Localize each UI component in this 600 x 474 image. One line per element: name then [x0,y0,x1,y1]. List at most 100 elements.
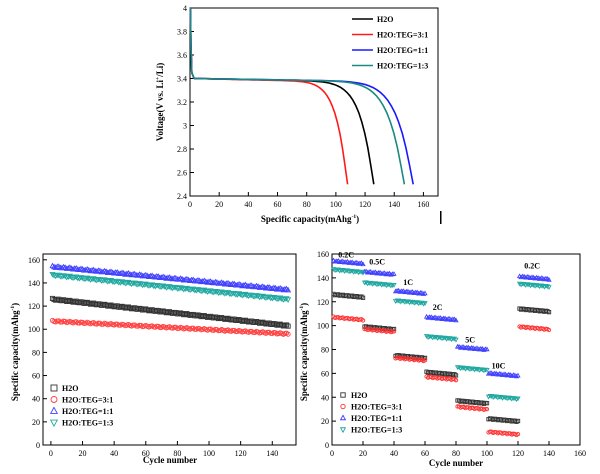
cycling-y-tick-label: 0 [36,441,40,450]
cycling-point [105,303,111,309]
rate-point [540,283,546,289]
cycling-point [168,310,174,316]
rate-x-tick-label: 20 [359,449,367,458]
rate-point [354,269,360,275]
voltage-series-line [189,7,349,185]
voltage-y-tick-label: 2.4 [177,192,187,201]
rate-point [447,336,453,342]
rate-point [391,329,397,334]
cycling-point [170,310,176,316]
rate-x-tick-label: 160 [574,449,586,458]
rate-y-tick-label: 120 [317,298,329,307]
rate-point [467,345,473,351]
rate-legend-label: H2O:TEG=1:3 [351,426,402,435]
cycling-x-tick-label: 120 [235,449,247,458]
cycling-point [124,305,130,311]
cycling-point [76,300,82,306]
rate-x-axis-label: Cycle number [429,458,483,468]
cycling-legend-marker [49,406,59,414]
cycling-point [91,300,97,306]
cycling-point [132,305,138,311]
cycling-point [179,285,186,292]
cycling-point [50,273,58,279]
rate-point [453,317,459,323]
cycling-y-tick-label: 20 [32,418,40,427]
rate-point [546,285,552,291]
cycling-y-tick-label: 60 [32,372,40,381]
cycling-point [56,296,62,302]
cycling-point [253,319,260,325]
cycling-point [100,302,106,308]
cycling-point [83,300,89,306]
cycling-point [190,311,196,318]
rate-point [360,318,366,323]
rate-point [483,406,488,412]
voltage-x-tick-label: 120 [359,200,371,209]
cycling-x-tick-label: 60 [142,449,150,458]
cycling-point [196,312,203,319]
rate-point [490,371,496,377]
cycling-point [171,324,177,330]
cycling-point [272,321,278,327]
cycling-legend-marker [49,419,59,428]
rate-point [422,301,428,306]
rate-point [355,260,361,266]
cycling-point [211,315,217,321]
rate-point [489,394,495,399]
rate-point [546,276,552,282]
rate-point [391,283,397,288]
cycling-point [244,318,250,324]
voltage-x-tick-label: 160 [417,200,429,209]
cycling-point [195,312,201,318]
voltage-x-tick-label: 20 [215,200,223,209]
cycling-point [113,321,119,327]
rate-point [390,329,395,334]
cycling-point [116,322,122,328]
rate-x-tick-label: 0 [330,449,334,458]
rate-point [420,291,427,296]
rate-point [392,288,399,294]
rate-point [374,270,380,276]
cycling-point [94,302,100,308]
rate-y-tick-label: 0 [325,441,329,450]
cycling-point [200,313,206,319]
rate-point [484,406,490,412]
cycling-point [261,294,268,301]
cycling-y-axis-label: Specific capacity(mAhg-1) [10,303,20,401]
cycling-point [279,322,285,328]
cycling-point [120,279,127,286]
cycling-y-tick-label: 80 [32,348,40,357]
cycling-point [168,285,175,291]
rate-point [509,373,515,378]
rate-point [360,295,366,300]
rate-x-tick-label: 40 [390,449,398,458]
cycling-point [193,313,199,319]
rate-point [382,282,388,287]
voltage-legend: H2O H2O:TEG=3:1 H2O:TEG=1:1 H2O:TEG=1:3 [352,15,428,71]
cycling-point [276,322,282,328]
voltage-x-tick-label: 0 [188,200,192,209]
cycling-point [87,301,93,307]
rate-point [416,290,422,296]
cycling-legend-label: H2O:TEG=1:3 [62,419,113,428]
rate-x-tick-label: 60 [421,449,429,458]
cycling-point [73,298,79,304]
voltage-legend-label: H2O:TEG=3:1 [377,31,428,40]
rate-y-tick-label: 80 [321,346,329,355]
rate-point [513,373,520,379]
voltage-x-tick-label: 140 [388,200,400,209]
rate-y-axis-label: Specific capacity(mAhg-1) [299,303,309,401]
cycling-x-tick-label: 0 [49,449,53,458]
cycling-point [187,312,193,318]
cycling-point [285,331,291,337]
rate-legend-label: H2O:TEG=3:1 [351,403,402,412]
rate-y-tick-label: 20 [321,417,329,426]
cycling-point [109,279,116,285]
rate-point [484,367,490,373]
cycling-point [231,316,237,322]
rate-point [537,276,543,281]
voltage-y-tick-label: 3.2 [177,98,187,107]
cycling-point [182,311,188,317]
cycling-point [146,308,152,314]
rate-point [368,280,374,286]
